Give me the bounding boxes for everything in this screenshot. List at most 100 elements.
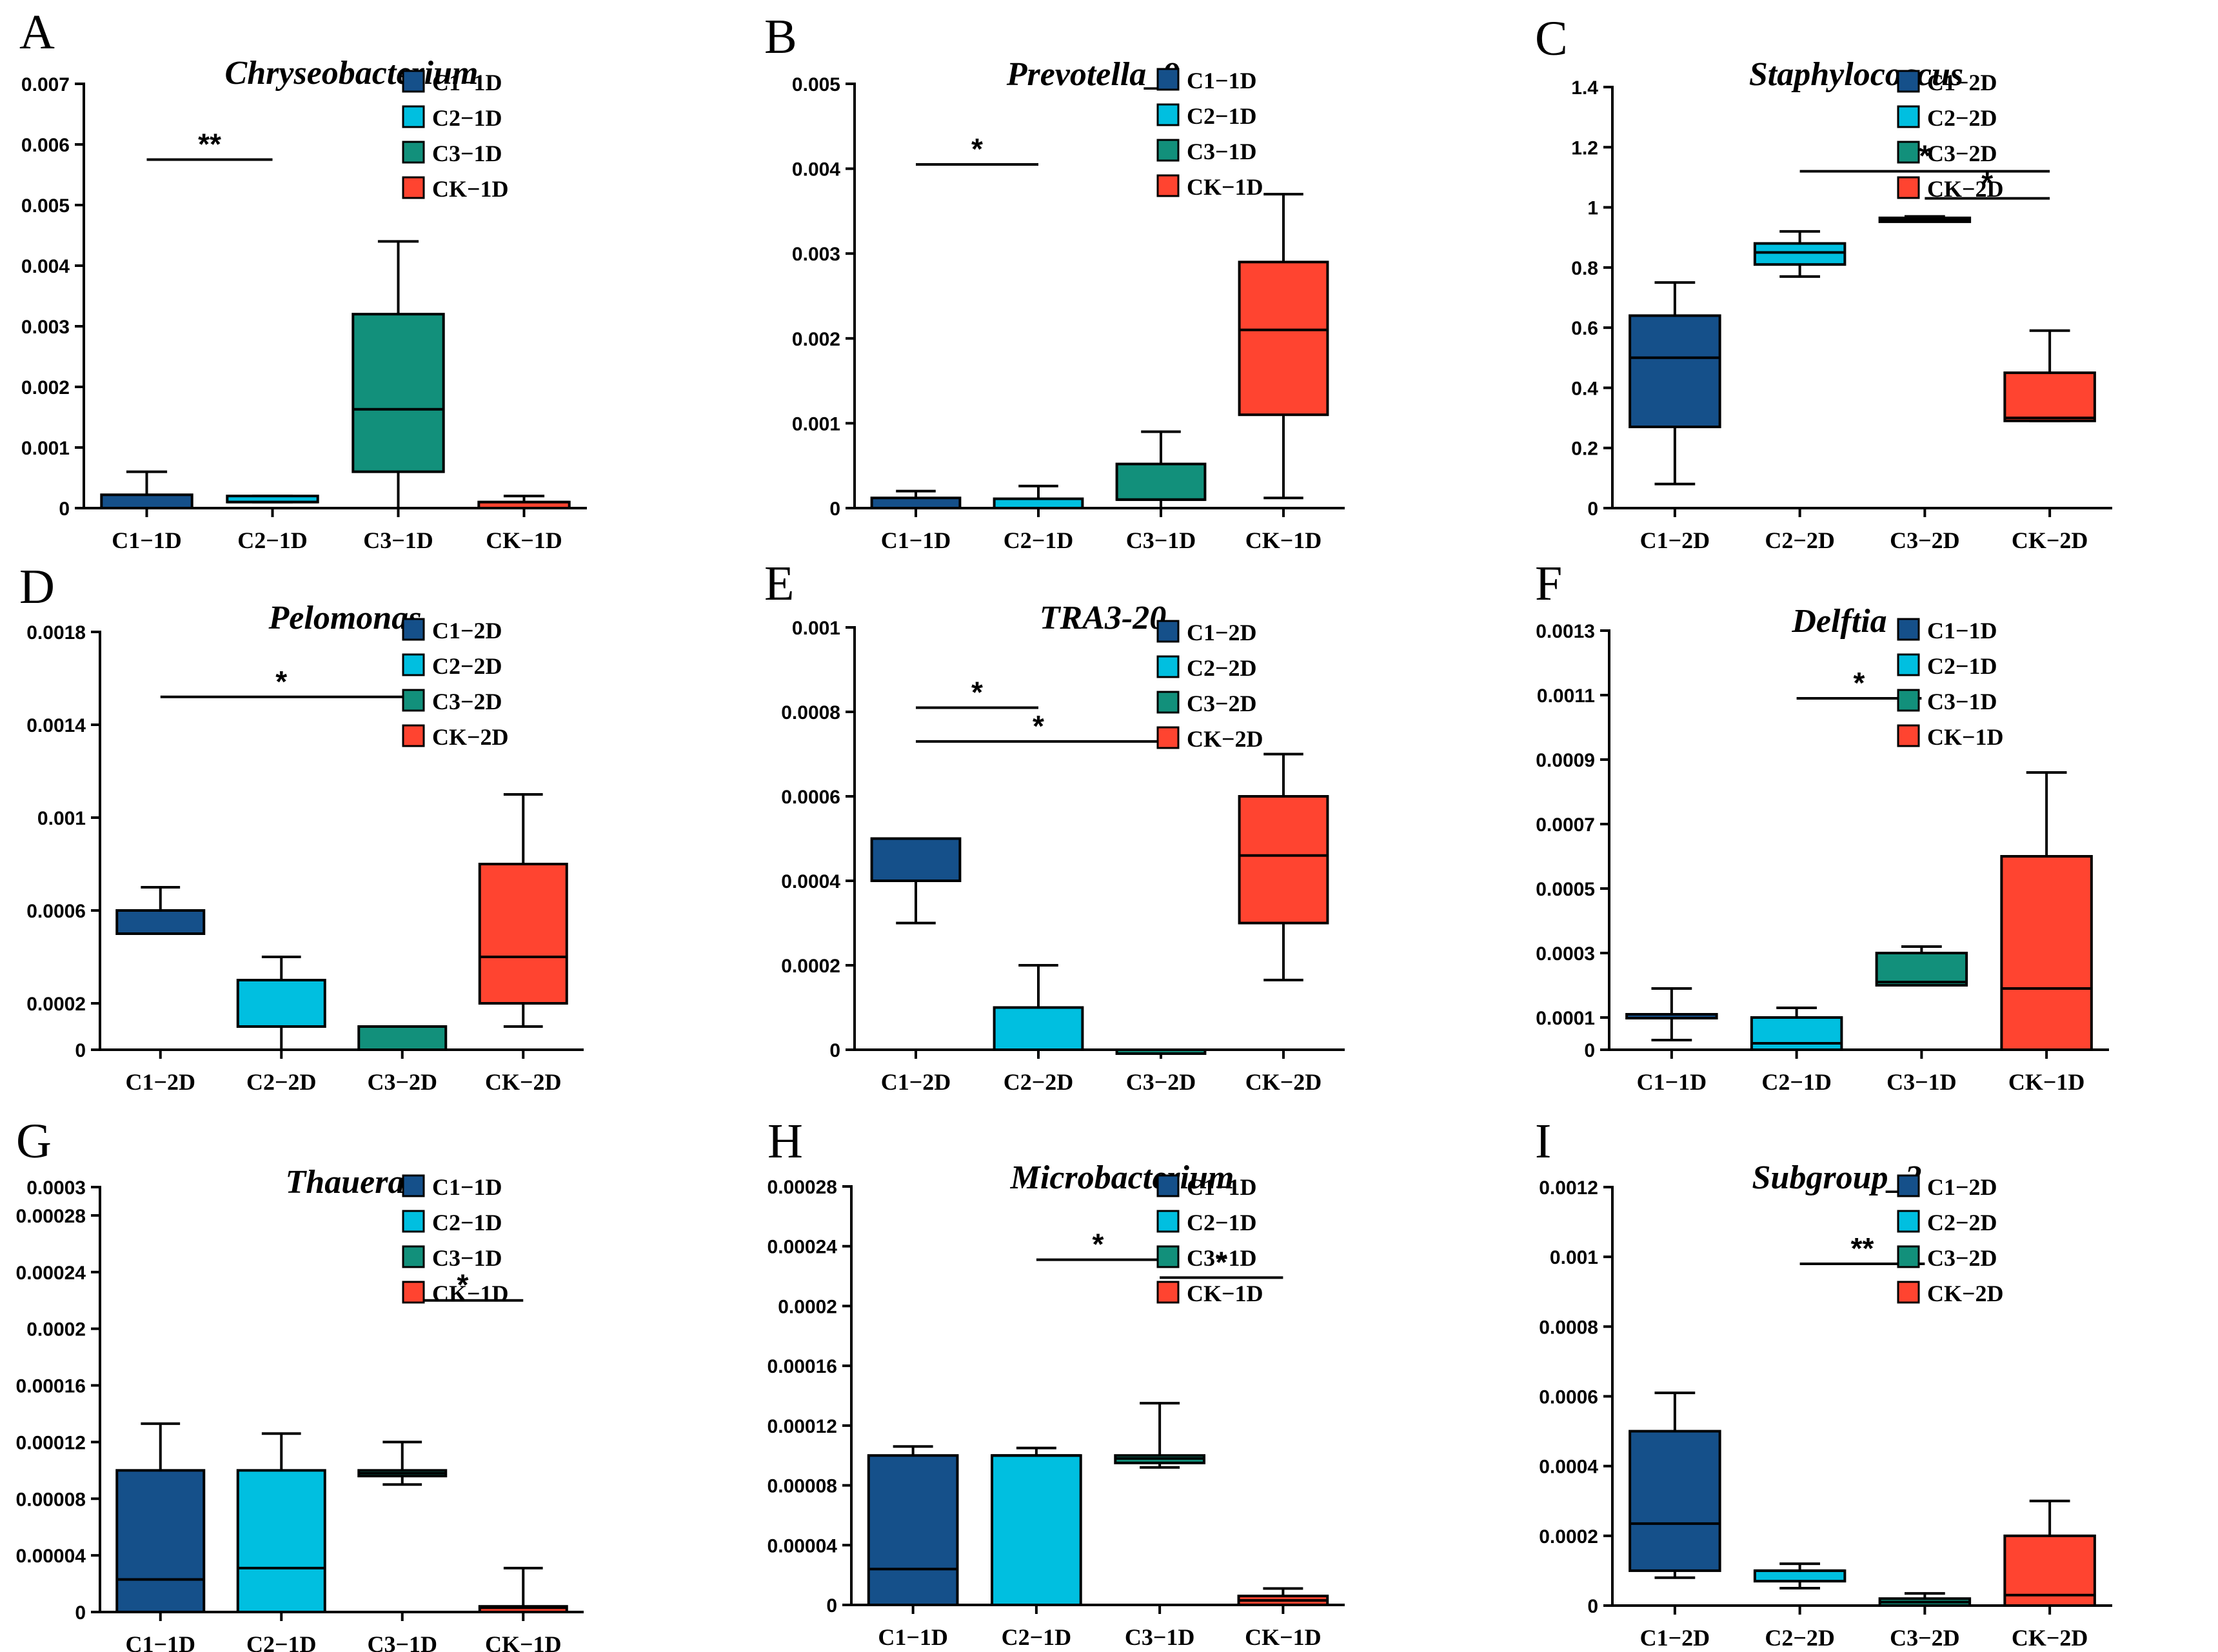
- panel-title: Staphylococcus: [1749, 56, 1963, 93]
- legend-swatch: [1897, 1174, 1920, 1197]
- legend-item: C2−1D: [402, 1210, 502, 1235]
- legend-label: C3−1D: [432, 1245, 502, 1271]
- panel-title: Chryseobacterium: [225, 55, 479, 92]
- significance-label: **: [198, 128, 221, 161]
- y-tick-label: 0.001: [21, 438, 70, 459]
- legend-swatch: [1156, 620, 1180, 643]
- panel-title: Subgroup_2: [1752, 1159, 1922, 1196]
- legend-label: C3−2D: [1927, 141, 1997, 166]
- x-tick-label: C3−1D: [1126, 527, 1196, 553]
- box-iqr: [1753, 1569, 1847, 1583]
- legend-item: CK−1D: [1156, 174, 1263, 200]
- y-tick-label: 0: [829, 498, 840, 520]
- legend-label: C1−2D: [432, 618, 502, 644]
- legend-label: CK−1D: [432, 1281, 509, 1306]
- box-C2−1D: C2−1D: [991, 1446, 1082, 1650]
- legend-item: C3−1D: [1897, 689, 1997, 714]
- legend-swatch: [1156, 1245, 1180, 1268]
- x-tick-label: C1−1D: [1637, 1069, 1707, 1095]
- y-tick-label: 0.0018: [26, 622, 86, 644]
- box-C1−2D: C1−2D: [870, 837, 962, 1095]
- legend-swatch: [402, 653, 425, 676]
- x-tick-label: C3−1D: [367, 1631, 437, 1652]
- legend-label: C3−1D: [1187, 1245, 1257, 1271]
- y-tick-label: 0: [1584, 1040, 1595, 1061]
- significance-label: *: [971, 132, 983, 166]
- x-tick-label: CK−1D: [485, 1631, 562, 1652]
- legend-swatch: [402, 141, 425, 164]
- legend-swatch: [402, 1245, 425, 1268]
- y-tick-label: 0.001: [1550, 1247, 1598, 1268]
- y-tick-label: 0.8: [1571, 258, 1598, 279]
- box-C1−2D: C1−2D: [1629, 1391, 1721, 1651]
- x-tick-label: C1−2D: [881, 1069, 951, 1095]
- legend-label: C1−1D: [1927, 618, 1997, 644]
- legend-label: C1−1D: [1187, 1174, 1257, 1200]
- panel-h: H Microbacterium 0 0.00004 0.00008 0.00012 0.0…: [767, 1114, 1345, 1650]
- legend-swatch: [1156, 139, 1180, 162]
- panel-letter: A: [19, 5, 55, 59]
- y-tick-label: 1: [1587, 198, 1598, 219]
- legend-label: C2−1D: [432, 105, 502, 131]
- panel-d: D Pelomonas 0 0.0002 0.0006 0.001 0.0014 0.0018…: [19, 560, 584, 1095]
- box-iqr: [115, 909, 206, 935]
- box-iqr: [870, 837, 962, 882]
- legend-label: C3−2D: [1187, 691, 1257, 716]
- legend-swatch: [1897, 689, 1920, 712]
- legend-swatch: [1897, 1210, 1920, 1233]
- y-tick-label: 0.002: [21, 377, 70, 398]
- y-tick-label: 0.6: [1571, 318, 1598, 339]
- panel-i: I Subgroup_2 0 0.0002 0.0004 0.0006 0.0008 0.00…: [1535, 1114, 2112, 1651]
- y-tick-label: 0.0002: [1539, 1526, 1598, 1548]
- legend-item: C1−2D: [402, 618, 502, 644]
- y-tick-label: 0: [826, 1595, 837, 1617]
- legend-item: C3−2D: [1897, 141, 1997, 166]
- x-tick-label: CK−2D: [2012, 527, 2088, 553]
- y-tick-label: 1.4: [1571, 77, 1598, 99]
- legend-label: C2−1D: [432, 1210, 502, 1235]
- legend-item: C2−1D: [1156, 103, 1257, 129]
- box-iqr: [867, 1454, 959, 1607]
- box-iqr: [993, 1006, 1084, 1051]
- legend-swatch: [402, 1174, 425, 1197]
- panel-letter: D: [19, 560, 55, 614]
- legend-item: CK−1D: [402, 1281, 509, 1306]
- box-C1−1D: C1−1D: [867, 1445, 959, 1650]
- box-C1−1D: C1−1D: [100, 470, 193, 553]
- legend-item: C1−1D: [402, 70, 502, 95]
- box-C3−2D: C3−2D: [1878, 215, 1972, 553]
- y-tick-label: 0.0002: [26, 994, 86, 1015]
- legend-label: CK−1D: [1187, 1281, 1263, 1306]
- box-iqr: [2003, 371, 2096, 422]
- box-CK−2D: CK−2D: [2003, 329, 2096, 553]
- legend-item: C2−1D: [1897, 653, 1997, 679]
- legend-label: C2−2D: [1927, 105, 1997, 131]
- legend-item: C3−2D: [1156, 691, 1257, 716]
- legend-swatch: [1897, 176, 1920, 199]
- legend-label: CK−2D: [1927, 176, 2004, 202]
- legend-swatch: [1897, 70, 1920, 93]
- box-CK−2D: CK−2D: [2003, 1499, 2096, 1651]
- box-iqr: [870, 497, 962, 510]
- box-iqr: [478, 1605, 568, 1614]
- panel-title: Delftia: [1791, 603, 1886, 640]
- panel-title: Microbacterium: [1010, 1159, 1234, 1196]
- x-tick-label: C2−2D: [1004, 1069, 1074, 1095]
- box-C1−2D: C1−2D: [1629, 281, 1721, 553]
- significance-label: *: [1216, 1245, 1227, 1279]
- significance-bar: **: [146, 128, 273, 161]
- x-tick-label: C3−1D: [363, 527, 433, 553]
- legend-label: C1−2D: [1187, 620, 1257, 645]
- box-iqr: [1875, 952, 1968, 987]
- y-tick-label: 0.00012: [767, 1416, 837, 1437]
- y-tick-label: 0.0006: [1539, 1387, 1598, 1408]
- significance-bar: *: [160, 665, 402, 698]
- legend-label: C1−2D: [1927, 1174, 1997, 1200]
- x-tick-label: C2−2D: [1765, 1625, 1835, 1651]
- box-CK−1D: CK−1D: [2000, 771, 2093, 1095]
- legend-item: CK−2D: [402, 724, 509, 750]
- legend-item: C1−1D: [1897, 618, 1997, 644]
- box-C2−2D: C2−2D: [1753, 1562, 1847, 1651]
- legend-item: C1−1D: [1156, 68, 1257, 93]
- legend-item: C3−1D: [1156, 139, 1257, 164]
